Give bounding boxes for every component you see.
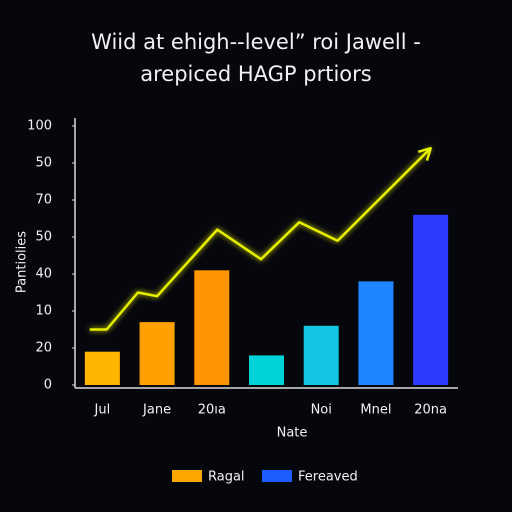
bar <box>248 355 285 385</box>
x-tick-label: Jul <box>94 403 111 418</box>
x-axis-label: Nate <box>277 426 308 441</box>
y-tick-label: 0 <box>44 378 52 393</box>
arrow-head <box>417 146 432 162</box>
x-tick-label: 20ıa <box>198 403 226 418</box>
y-tick-label: 20 <box>35 341 52 356</box>
x-tick-label: 20na <box>414 403 447 418</box>
x-tick-label: Mnel <box>360 403 391 418</box>
chart-subtitle: arepiced HAGP prtiors <box>140 62 371 86</box>
legend-swatch <box>172 470 202 482</box>
y-tick-label: 10 <box>35 304 52 319</box>
chart-title: Wiid at ehigh--level” roi Jawell - <box>91 30 421 54</box>
y-tick-label: 50 <box>35 156 52 171</box>
trend-line <box>89 147 432 331</box>
bar <box>194 270 230 385</box>
y-tick-label: 100 <box>27 119 52 134</box>
bar <box>303 325 339 385</box>
bar <box>84 351 120 385</box>
bar <box>139 322 175 385</box>
legend-label: Ragal <box>208 470 245 485</box>
y-tick-label: 70 <box>35 193 52 208</box>
y-tick-label: 40 <box>35 267 52 282</box>
bar <box>413 214 449 385</box>
x-tick-label: Noi <box>311 403 332 418</box>
y-axis-label: Pantiolies <box>15 231 30 293</box>
legend-swatch <box>262 470 292 482</box>
bar <box>358 281 394 385</box>
y-tick-label: 50 <box>35 230 52 245</box>
legend-label: Fereaved <box>298 470 358 485</box>
x-tick-label: Jane <box>142 403 171 418</box>
